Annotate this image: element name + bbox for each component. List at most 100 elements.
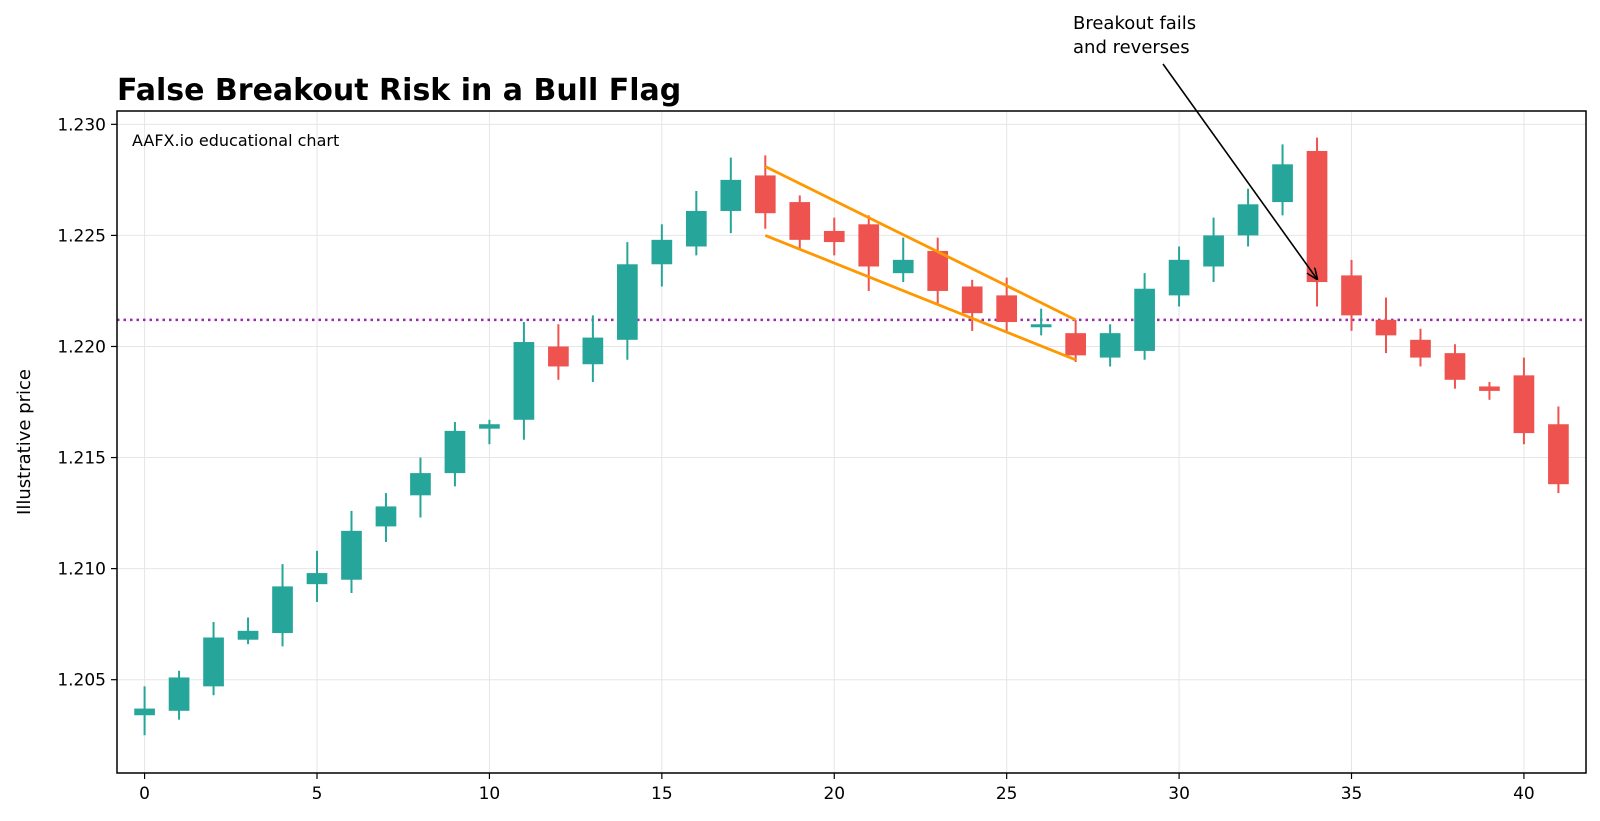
candle-down [1479,382,1500,400]
candle-up [1134,273,1155,360]
y-axis-ticks: 1.205 1.210 1.215 1.220 1.225 1.230 [57,115,117,691]
candle-body [1030,324,1052,328]
candle-body [548,346,569,367]
candle-up [720,157,742,234]
candle-up [168,670,190,720]
candle-down [823,217,845,256]
annotation-text-line-2: and reverses [1073,37,1190,58]
candle-up [272,564,293,647]
candle-up [237,617,259,645]
x-tick-label: 15 [651,784,673,804]
annotation: Breakout fails and reverses [1073,13,1317,279]
candle-body [1444,353,1466,380]
candle-body [134,708,155,716]
candle-body [341,530,362,580]
candle-up [375,493,397,542]
candle-body [272,586,293,634]
candle-body [1065,333,1086,356]
x-tick-label: 10 [479,784,501,804]
candle-body [754,175,776,214]
candle-body [237,630,259,640]
candle-up [617,242,638,360]
x-tick-label: 0 [139,784,150,804]
candle-body [479,424,500,429]
candles [134,137,1569,736]
candle-body [444,430,466,474]
y-tick-label: 1.230 [57,115,106,135]
y-axis-label: Illustrative price [14,369,35,515]
y-tick-label: 1.205 [57,671,106,691]
candle-up [1237,188,1259,247]
candle-body [892,259,914,274]
candle-down [1306,137,1328,307]
candle-down [1444,344,1466,389]
x-tick-label: 20 [823,784,845,804]
candle-up [444,422,466,487]
candle-down [548,324,569,380]
candle-up [651,224,673,287]
candle-down [1065,319,1086,363]
candle-body [858,224,880,267]
candle-up [306,550,328,602]
candle-down [1548,406,1569,494]
candle-down [1513,357,1535,445]
x-tick-label: 25 [996,784,1018,804]
candle-body [651,239,673,265]
candle-body [685,210,707,247]
flag-channel [764,165,1077,362]
candle-body [1513,375,1535,434]
candle-body [789,202,811,240]
candle-body [996,295,1018,323]
candle-body [1168,259,1190,296]
candle-up [582,315,604,383]
candle-body [1479,386,1500,391]
candle-body [1548,424,1569,485]
candle-down [754,155,776,229]
x-axis-ticks: 0 5 10 15 20 25 30 35 40 [139,773,1535,804]
candle-body [375,506,397,527]
x-tick-label: 5 [312,784,323,804]
y-tick-label: 1.210 [57,560,106,580]
candle-up [1030,308,1052,336]
candle-up [341,510,362,594]
candle-down [1410,328,1431,367]
flag-upper-line [764,165,1077,322]
candle-body [1272,164,1293,203]
candle-up [1203,217,1224,283]
watermark: AAFX.io educational chart [132,131,339,150]
plot-frame [116,110,1587,774]
candle-body [961,286,983,314]
candle-body [1306,150,1328,283]
candle-body [823,230,845,243]
candle-body [1134,288,1155,351]
candle-body [1203,235,1224,267]
x-tick-label: 35 [1341,784,1363,804]
candle-down [927,237,949,305]
candle-body [927,250,949,291]
candle-up [1272,144,1293,216]
annotation-arrow [1162,63,1317,279]
candle-up [892,237,914,283]
candle-body [720,179,742,211]
candle-body [1375,319,1397,336]
candle-down [961,279,983,331]
candle-down [789,195,811,249]
annotation-text-line-1: Breakout fails [1073,13,1196,34]
candle-body [1341,275,1362,316]
candle-body [168,677,190,711]
flag-lower-line [764,234,1077,362]
candle-body [1237,204,1259,236]
candle-body [582,337,604,365]
candle-up [410,457,431,518]
candle-up [1168,246,1190,307]
x-tick-label: 30 [1168,784,1190,804]
candle-body [617,264,638,340]
candle-body [306,573,328,585]
candle-down [1375,297,1397,354]
candle-body [513,342,535,420]
candle-body [1099,333,1121,358]
candle-body [1410,339,1431,358]
candle-up [513,322,535,440]
candle-body [410,473,431,496]
